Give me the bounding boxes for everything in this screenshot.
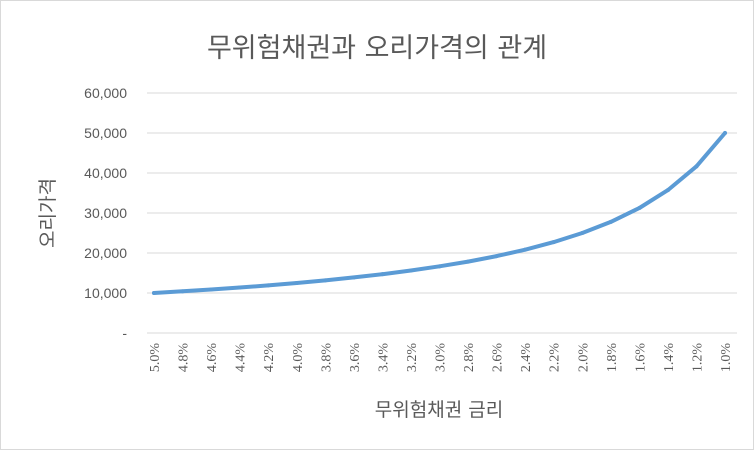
data-point [209, 287, 214, 292]
data-point [266, 283, 271, 288]
data-point [380, 272, 385, 277]
data-point [723, 131, 727, 135]
x-tick-label: 1.6% [633, 343, 648, 373]
y-tick-label: 10,000 [84, 285, 127, 301]
y-tick-label: 30,000 [84, 205, 127, 221]
x-axis-ticks: 5.0% 4.8% 4.6% 4.4% 4.2% 4.0% 3.8% 3.6% 3.4% 3.2%… [148, 343, 734, 373]
x-tick-label: 4.8% [177, 343, 192, 373]
x-tick-label: 4.0% [291, 343, 306, 373]
data-point [180, 289, 185, 294]
data-point [437, 264, 442, 269]
y-axis-ticks: - 10,000 20,000 30,000 40,000 50,000 60,000 [84, 85, 127, 341]
data-point [694, 164, 699, 169]
data-point [608, 219, 613, 224]
x-tick-label: 2.0% [576, 343, 591, 373]
x-tick-label: 4.4% [234, 343, 249, 373]
x-tick-label: 3.4% [376, 343, 391, 373]
x-tick-label: 2.2% [548, 343, 563, 373]
y-tick-label: 60,000 [84, 85, 127, 101]
x-tick-label: 3.6% [348, 343, 363, 373]
x-tick-label: 1.8% [605, 343, 620, 373]
x-tick-label: 4.6% [205, 343, 220, 373]
x-tick-label: 3.0% [434, 343, 449, 373]
data-point [408, 268, 413, 273]
series-group [152, 131, 727, 295]
y-tick-label: 50,000 [84, 125, 127, 141]
data-point [152, 291, 156, 295]
x-tick-label: 3.8% [319, 343, 334, 373]
x-axis-title: 무위험채권 금리 [375, 399, 503, 421]
x-tick-label: 2.6% [491, 343, 506, 373]
x-tick-label: 2.8% [462, 343, 477, 373]
data-point [294, 281, 299, 285]
x-tick-label: 5.0% [148, 343, 163, 373]
data-point [637, 206, 642, 210]
data-point [665, 188, 670, 193]
y-axis-title: 오리가격 [37, 178, 59, 248]
x-tick-label: 1.2% [690, 343, 705, 373]
data-point [580, 231, 585, 235]
gridlines [147, 92, 737, 334]
data-point [494, 254, 499, 259]
data-point [466, 259, 471, 264]
x-tick-label: 1.4% [662, 343, 677, 373]
data-point [323, 278, 328, 283]
x-tick-label: 1.0% [719, 343, 734, 373]
data-point [523, 247, 528, 252]
data-point [551, 240, 556, 245]
x-tick-label: 2.4% [519, 343, 534, 373]
x-tick-label: 3.2% [405, 343, 420, 373]
data-point [237, 285, 242, 290]
y-tick-label: 40,000 [84, 165, 127, 181]
x-tick-label: 4.2% [262, 343, 277, 373]
y-tick-label: - [122, 325, 127, 341]
data-point [351, 275, 356, 280]
chart-title: 무위험채권과 오리가격의 관계 [207, 33, 547, 64]
y-tick-label: 20,000 [84, 245, 127, 261]
